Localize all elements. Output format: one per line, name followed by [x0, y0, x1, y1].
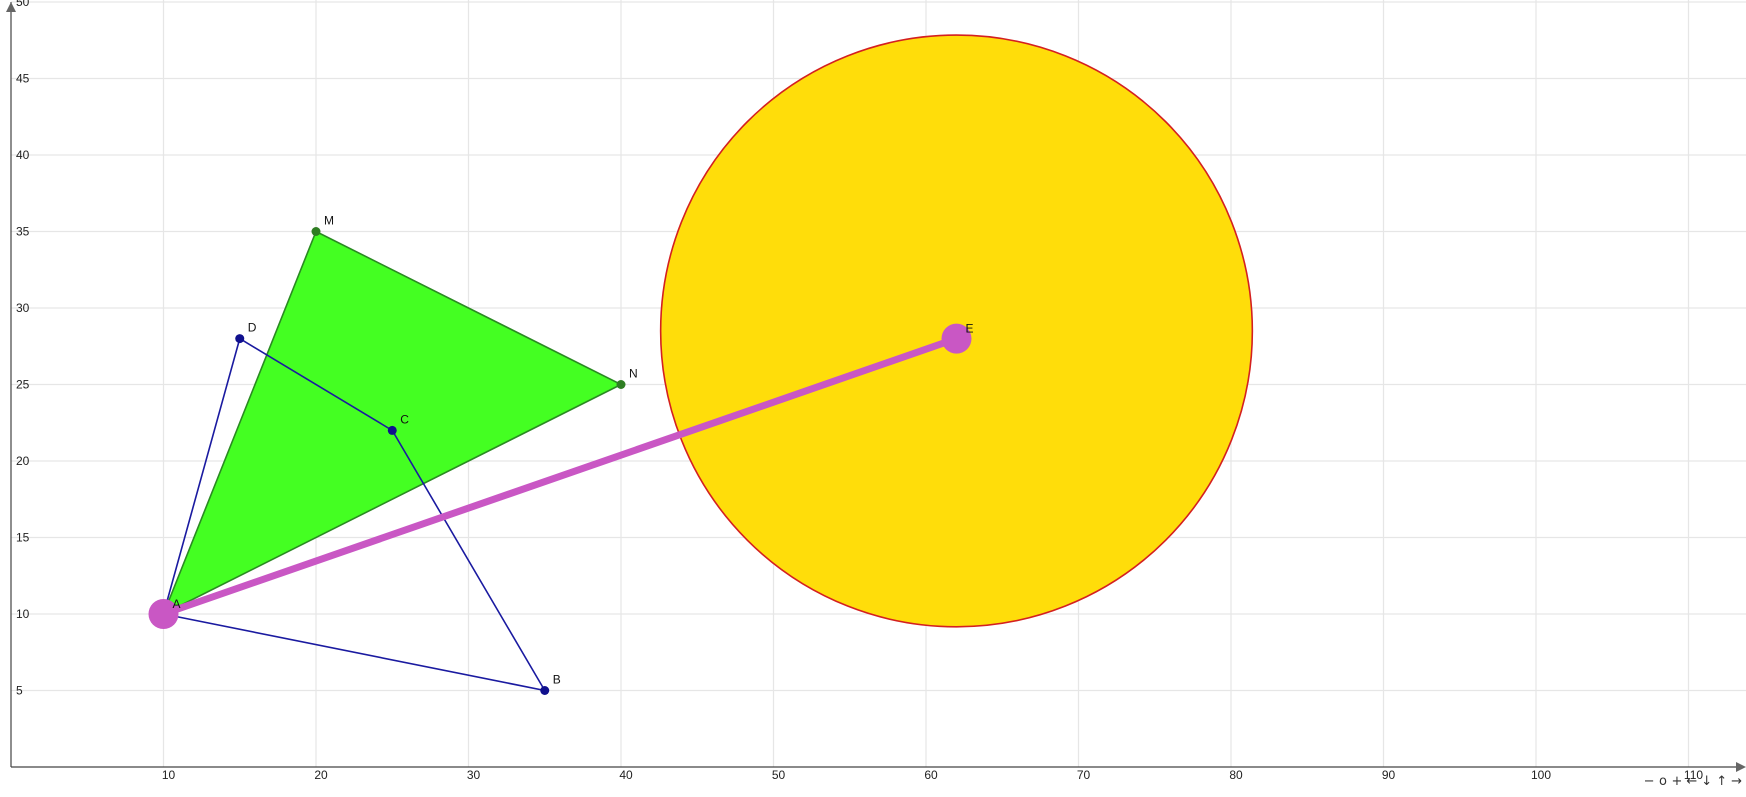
y-tick-label: 5: [16, 684, 23, 698]
x-tick-label: 110: [1684, 768, 1703, 782]
axes: 10 20 30 40 50 60 70 80 90 100 110 5 10 15 20 25 30 35 40 4…: [6, 0, 1746, 782]
point-d: [235, 334, 245, 344]
point-label-c: C: [400, 412, 409, 426]
x-tick-label: 30: [467, 768, 481, 782]
x-tick-label: 10: [162, 768, 176, 782]
y-tick-label: 25: [16, 378, 30, 392]
point-e: [941, 323, 972, 354]
x-tick-label: 70: [1077, 768, 1091, 782]
y-tick-label: 40: [16, 148, 30, 162]
points: A B C D M N E: [148, 214, 974, 695]
x-axis-arrow-icon: [1736, 762, 1746, 772]
y-axis-arrow-icon: [6, 2, 16, 12]
y-tick-label: 50: [16, 0, 30, 9]
pink-segment-AE: [160, 335, 960, 618]
point-label-a: A: [173, 597, 181, 611]
reset-view-button[interactable]: o: [1658, 774, 1667, 789]
x-tick-label: 60: [924, 768, 938, 782]
pan-down-button[interactable]: ↓: [1701, 774, 1713, 789]
y-tick-label: 45: [16, 72, 30, 86]
green-triangle-AMN: [162, 230, 622, 615]
point-c: [387, 425, 397, 435]
x-tick-label: 100: [1531, 768, 1551, 782]
y-tick-label: 10: [16, 607, 30, 621]
point-label-n: N: [629, 367, 638, 381]
y-tick-label: 20: [16, 454, 30, 468]
pan-left-button[interactable]: ←: [1686, 774, 1698, 789]
y-tick-label: 35: [16, 225, 30, 239]
x-tick-label: 80: [1229, 768, 1243, 782]
x-tick-label: 40: [619, 768, 633, 782]
pan-right-button[interactable]: →: [1731, 774, 1742, 789]
y-tick-label: 30: [16, 301, 30, 315]
x-tick-label: 20: [314, 768, 328, 782]
point-a: [148, 599, 179, 629]
point-m: [311, 227, 321, 236]
point-label-d: D: [248, 321, 257, 335]
shapes: [160, 34, 1254, 692]
point-label-b: B: [553, 673, 561, 687]
pan-up-button[interactable]: ↑: [1716, 774, 1728, 789]
x-tick-label: 50: [772, 768, 786, 782]
y-tick-label: 15: [16, 531, 30, 545]
view-navigation-controls: − o + ← ↓ ↑ →: [1644, 774, 1742, 790]
point-label-m: M: [324, 214, 334, 228]
point-b: [540, 686, 550, 695]
point-label-e: E: [966, 322, 974, 336]
x-tick-label: 90: [1382, 768, 1396, 782]
zoom-in-button[interactable]: +: [1671, 774, 1683, 789]
point-n: [616, 380, 626, 389]
zoom-out-button[interactable]: −: [1643, 774, 1655, 789]
